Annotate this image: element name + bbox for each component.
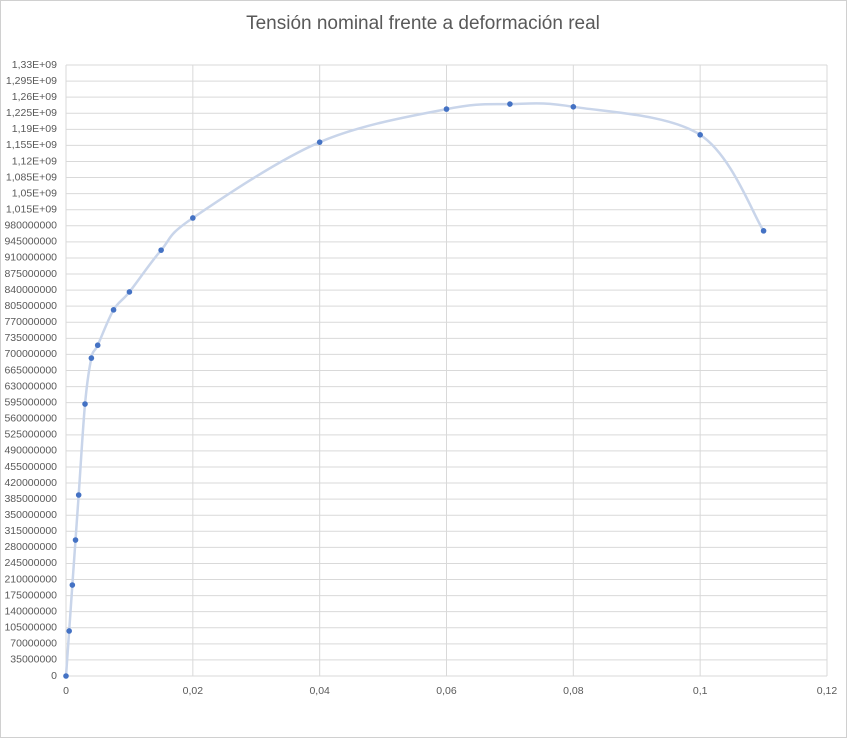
y-tick-label: 700000000 [4,348,57,360]
x-tick-label: 0,08 [563,685,584,697]
y-tick-label: 805000000 [4,300,57,312]
y-tick-label: 770000000 [4,316,57,328]
y-tick-label: 1,225E+09 [6,107,57,119]
y-tick-label: 280000000 [4,541,57,553]
y-tick-label: 0 [51,670,57,682]
y-tick-label: 1,19E+09 [12,123,57,135]
y-tick-label: 1,015E+09 [6,203,57,215]
data-point [316,139,323,145]
data-point [158,247,164,253]
y-tick-label: 1,295E+09 [6,75,57,87]
y-tick-label: 35000000 [10,654,57,666]
y-tick-label: 1,12E+09 [12,155,57,167]
chart-title: Tensión nominal frente a deformación rea… [246,13,600,34]
data-point [69,582,76,588]
y-tick-label: 175000000 [4,589,57,601]
y-tick-label: 595000000 [4,396,57,408]
y-tick-label: 70000000 [10,638,57,650]
y-tick-label: 665000000 [4,364,57,376]
data-point [75,492,82,498]
data-point [63,673,69,679]
data-point [66,628,72,634]
y-tick-label: 875000000 [4,268,57,280]
series-line [64,102,765,677]
y-tick-label: 350000000 [4,509,57,521]
y-tick-label: 630000000 [4,380,57,392]
x-tick-label: 0,04 [309,685,330,697]
y-tick-label: 1,085E+09 [6,171,57,183]
data-point [760,228,767,234]
data-point [697,132,703,138]
y-tick-label: 315000000 [4,525,57,537]
y-tick-label: 385000000 [4,493,57,505]
y-tick-label: 1,33E+09 [12,59,57,71]
y-tick-label: 140000000 [4,605,57,617]
data-point [570,104,577,110]
y-tick-label: 105000000 [4,622,57,634]
y-tick-label: 1,05E+09 [12,187,57,199]
y-tick-label: 420000000 [4,477,57,489]
data-point [110,307,117,313]
y-tick-label: 1,155E+09 [6,139,57,151]
x-tick-label: 0 [63,685,69,697]
data-point [88,355,95,361]
y-tick-label: 525000000 [4,429,57,441]
y-tick-label: 840000000 [4,284,57,296]
data-point [507,101,513,107]
data-point [443,106,450,112]
data-point [94,342,101,349]
y-tick-label: 455000000 [4,461,57,473]
y-tick-label: 945000000 [4,236,57,248]
y-tick-label: 210000000 [4,573,57,585]
x-tick-label: 0,1 [693,685,708,697]
data-point [72,537,79,543]
data-point [126,289,133,295]
y-tick-label: 560000000 [4,413,57,425]
y-tick-label: 490000000 [4,445,57,457]
x-tick-label: 0,06 [436,685,457,697]
y-tick-label: 735000000 [4,332,57,344]
data-point [82,401,88,407]
data-point [190,215,196,221]
y-tick-label: 910000000 [4,252,57,264]
y-tick-label: 1,26E+09 [12,91,57,103]
y-tick-label: 980000000 [4,220,57,232]
x-tick-label: 0,02 [183,685,204,697]
x-tick-label: 0,12 [817,685,838,697]
y-tick-label: 245000000 [4,557,57,569]
